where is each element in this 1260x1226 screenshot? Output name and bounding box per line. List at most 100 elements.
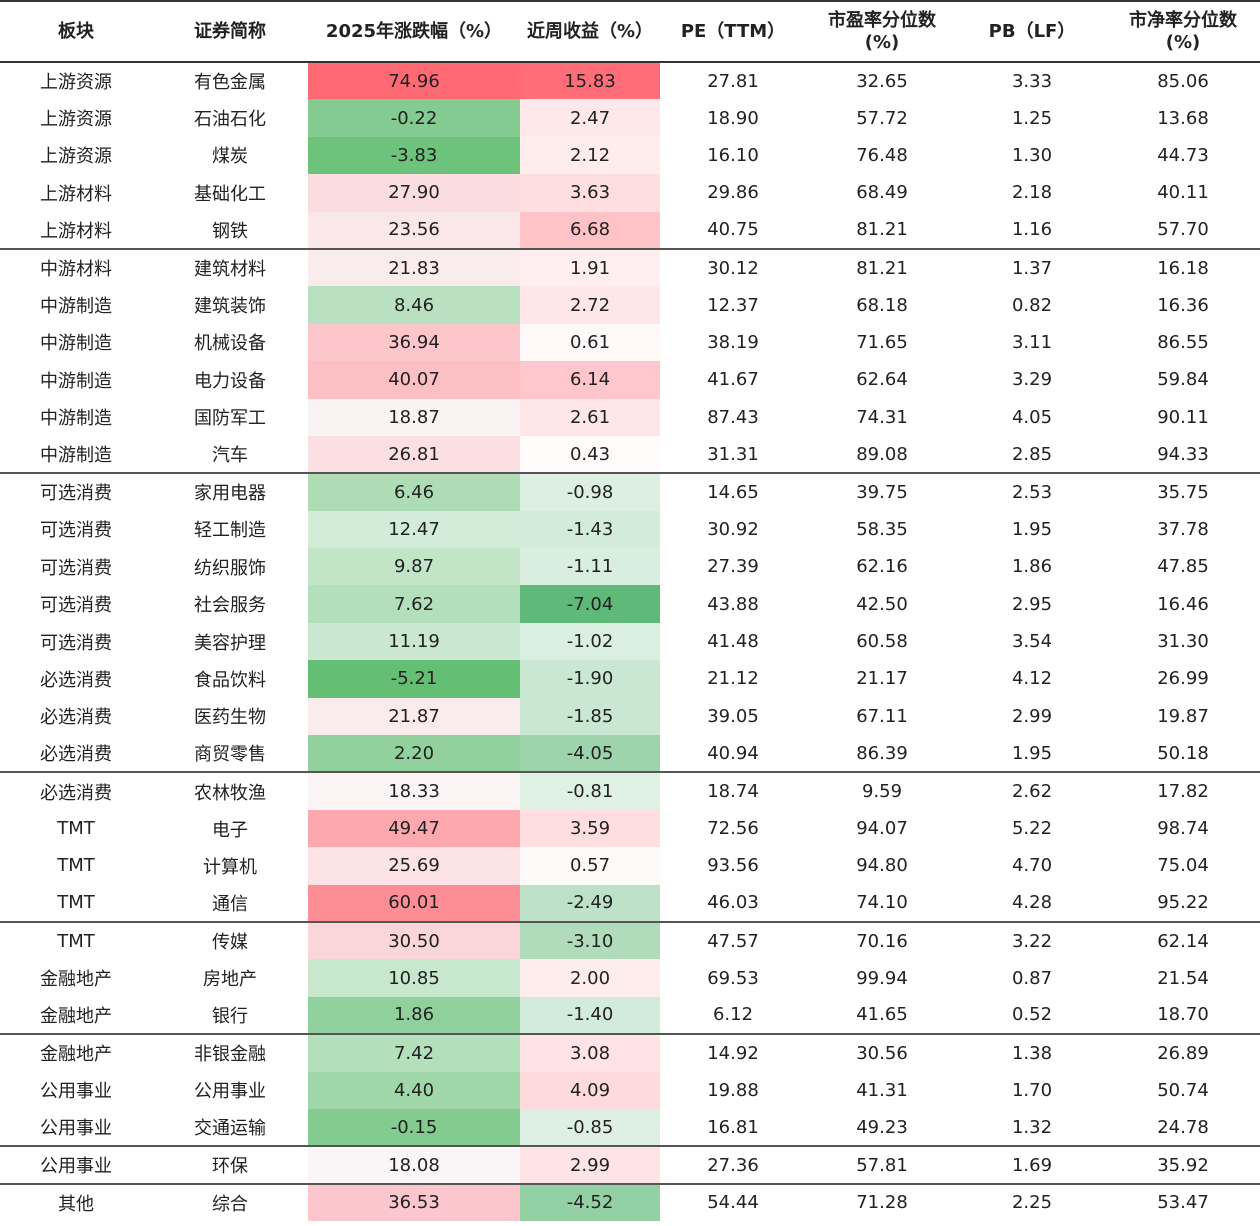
table-cell: 57.72 [856, 107, 908, 129]
table-cell: 35.92 [1106, 1146, 1260, 1185]
table-cell: -2.49 [520, 884, 660, 923]
table-cell: TMT [57, 930, 95, 952]
table-row: 公用事业 公用事业 4.40 4.09 19.88 41.31 1.70 50.74 [0, 1071, 1260, 1109]
table-cell: 86.39 [806, 735, 958, 774]
table-cell: 商贸零售 [152, 735, 308, 774]
table-cell: 14.92 [707, 1042, 759, 1064]
table-cell: 94.33 [1106, 435, 1260, 475]
table-cell: 39.75 [856, 481, 908, 503]
table-row: 中游制造 电力设备 40.07 6.14 41.67 62.64 3.29 59.84 [0, 361, 1260, 399]
table-cell: 2.61 [520, 398, 660, 436]
table-row: 中游制造 机械设备 36.94 0.61 38.19 71.65 3.11 86.55 [0, 323, 1260, 362]
table-cell: 1.69 [958, 1146, 1106, 1185]
table-cell: 40.94 [660, 735, 806, 774]
table-cell: 36.94 [308, 323, 520, 362]
table-cell: 76.48 [856, 144, 908, 166]
table-cell: 38.19 [707, 331, 759, 353]
table-cell: 18.08 [308, 1146, 520, 1185]
table-cell: 67.11 [856, 705, 908, 727]
table-cell: 传媒 [212, 932, 248, 954]
table-cell: 中游制造 [0, 435, 152, 475]
table-cell: 72.56 [707, 818, 759, 839]
table-row: 可选消费 家用电器 6.46 -0.98 14.65 39.75 2.53 35.75 [0, 473, 1260, 511]
table-cell: 金融地产 [40, 1044, 112, 1066]
table-cell: TMT [0, 884, 152, 923]
table-cell: 11.19 [308, 622, 520, 661]
table-row: 中游制造 汽车 26.81 0.43 31.31 89.08 2.85 94.33 [0, 435, 1260, 475]
table-cell: 19.88 [707, 1079, 759, 1101]
table-cell: 0.43 [520, 435, 660, 475]
table-cell: 21.12 [707, 668, 759, 690]
table-cell: 上游资源 [40, 109, 112, 131]
table-cell: -0.22 [308, 99, 520, 137]
table-cell: 9.87 [308, 548, 520, 586]
table-cell: 60.58 [856, 631, 908, 653]
table-cell: 可选消费 [40, 483, 112, 505]
table-cell: 中游制造 [40, 408, 112, 430]
table-cell: 10.85 [308, 959, 520, 997]
table-cell: 26.81 [308, 435, 520, 475]
table-cell: -1.85 [520, 697, 660, 736]
column-header-7: 市净率分位数 (%) [1106, 0, 1260, 63]
table-cell: 4.40 [308, 1071, 520, 1109]
table-cell: 87.43 [707, 406, 759, 428]
table-cell: 62.16 [856, 556, 908, 578]
table-row: 其他 综合 36.53 -4.52 54.44 71.28 2.25 53.47 [0, 1183, 1260, 1222]
table-cell: 26.99 [1157, 668, 1209, 690]
table-cell: 0.61 [520, 323, 660, 362]
table-cell: 68.49 [856, 182, 908, 204]
column-header-1: 证券简称 [152, 0, 308, 63]
table-row: 必选消费 医药生物 21.87 -1.85 39.05 67.11 2.99 19.87 [0, 697, 1260, 736]
table-cell: 30.56 [856, 1042, 908, 1064]
table-cell: 公用事业 [40, 1081, 112, 1103]
table-row: 公用事业 环保 18.08 2.99 27.36 57.81 1.69 35.92 [0, 1146, 1260, 1185]
table-cell: -3.83 [308, 136, 520, 175]
table-cell: 53.47 [1157, 1192, 1209, 1214]
table-cell: 6.14 [520, 361, 660, 399]
table-cell: 18.33 [308, 772, 520, 810]
column-header-0: 板块 [0, 0, 152, 63]
table-cell: 49.23 [806, 1108, 958, 1148]
table-cell: 3.11 [1011, 331, 1053, 353]
column-header-2: 2025年涨跌幅（%） [308, 0, 520, 63]
table-cell: -1.02 [520, 622, 660, 661]
table-cell: 27.90 [308, 174, 520, 212]
table-cell: 16.10 [707, 144, 759, 166]
table-cell: -1.40 [520, 996, 660, 1036]
table-cell: 1.70 [1011, 1079, 1053, 1101]
header-row: 板块 证券简称 2025年涨跌幅（%） 近周收益（%） PE（TTM） 市盈率分位数 (%… [0, 0, 1260, 63]
table-cell: 基础化工 [194, 183, 266, 205]
table-cell: 汽车 [152, 435, 308, 475]
table-cell: 35.75 [1157, 481, 1209, 503]
table-cell: 17.82 [1157, 781, 1209, 803]
table-cell: 74.10 [806, 884, 958, 923]
table-body: 上游资源 有色金属 74.96 15.83 27.81 32.65 3.33 85.06 上游资… [0, 62, 1260, 1222]
table-cell: 4.28 [958, 884, 1106, 923]
table-cell: 1.95 [958, 735, 1106, 774]
table-cell: 食品饮料 [194, 669, 266, 691]
table-cell: 5.22 [1011, 818, 1053, 839]
table-row: 可选消费 美容护理 11.19 -1.02 41.48 60.58 3.54 31.30 [0, 622, 1260, 661]
table-cell: 40.75 [660, 211, 806, 250]
table-cell: 85.06 [1157, 70, 1209, 92]
table-cell: 16.18 [1157, 257, 1209, 279]
table-row: 上游材料 钢铁 23.56 6.68 40.75 81.21 1.16 57.70 [0, 211, 1260, 250]
table-cell: 1.16 [958, 211, 1106, 250]
table-cell: 21.83 [308, 248, 520, 287]
table-cell: 43.88 [707, 593, 759, 615]
table-cell: 59.84 [1157, 369, 1209, 391]
table-cell: 0.57 [520, 847, 660, 885]
table-cell: 6.68 [520, 211, 660, 250]
table-cell: TMT [57, 818, 95, 839]
table-cell: 62.14 [1157, 930, 1209, 952]
table-cell: 70.16 [856, 930, 908, 952]
table-cell: 37.78 [1157, 518, 1209, 540]
table-cell: 2.47 [520, 99, 660, 137]
table-cell: 29.86 [707, 182, 759, 204]
table-cell: 2.95 [1011, 593, 1053, 615]
table-cell: 57.70 [1106, 211, 1260, 250]
table-cell: 公用事业 [0, 1108, 152, 1148]
table-cell: 13.68 [1157, 107, 1209, 129]
table-cell: 机械设备 [194, 333, 266, 355]
